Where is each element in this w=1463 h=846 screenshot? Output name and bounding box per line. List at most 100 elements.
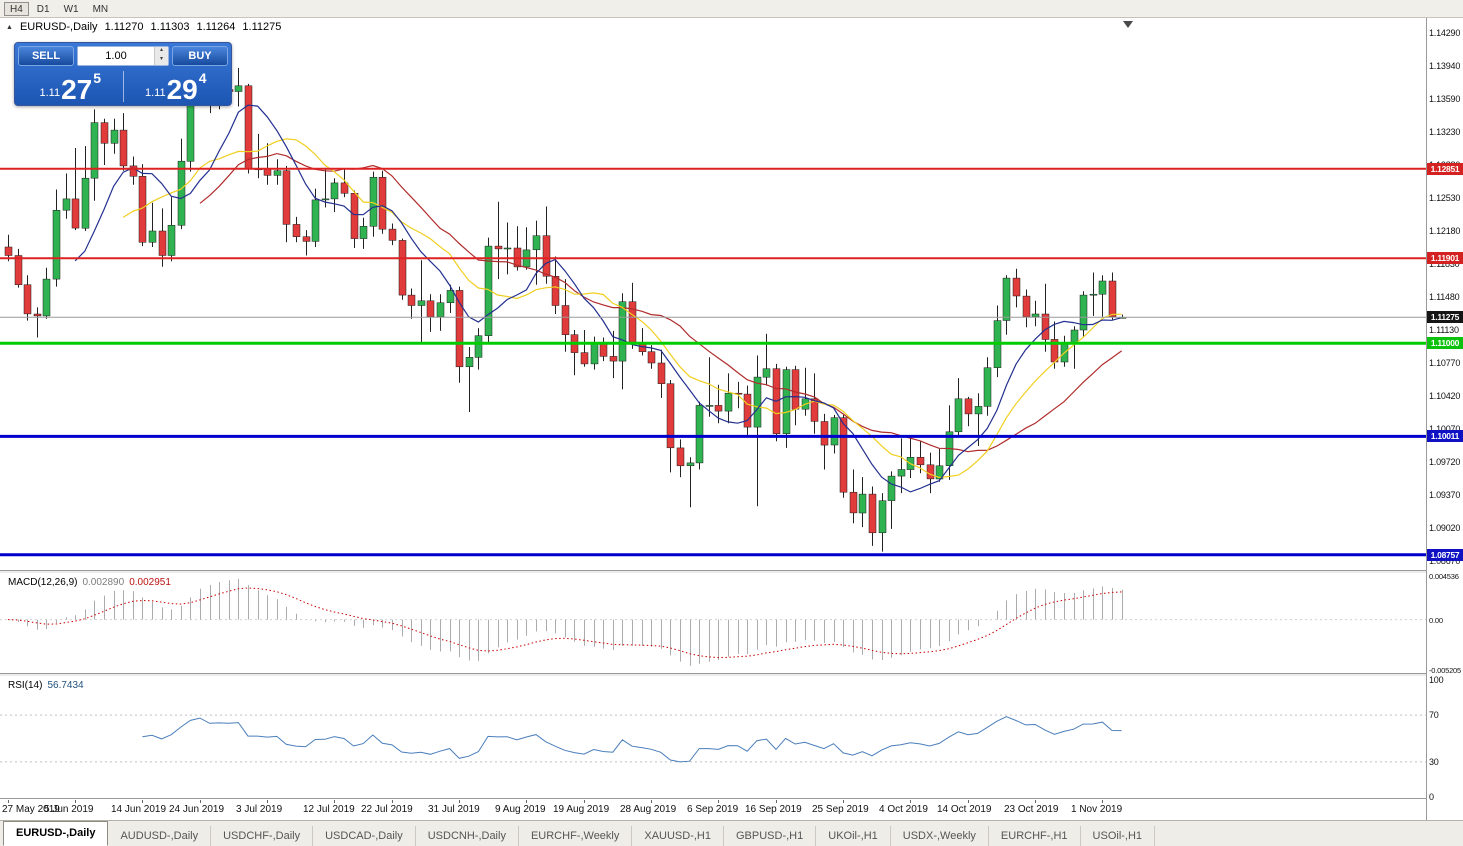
time-axis-tick (968, 800, 969, 803)
price-axis-tick: 1.11480 (1429, 292, 1460, 302)
timeframe-button-w1[interactable]: W1 (58, 2, 85, 16)
macd-axis-tick: -0.005205 (1429, 666, 1461, 675)
time-axis-tick (142, 800, 143, 803)
chart-tab[interactable]: EURCHF-,H1 (989, 826, 1081, 846)
sma-13-line (122, 138, 1122, 479)
time-axis[interactable]: 27 May 2019 5 Jun 2019 14 Jun 2019 24 Jun 2… (0, 798, 1426, 820)
chart-shift-marker-icon[interactable] (1123, 21, 1133, 28)
time-axis-tick (75, 800, 76, 803)
time-axis-label: 3 Jul 2019 (236, 804, 283, 815)
volume-input-group: ▴ ▾ (77, 46, 169, 66)
rsi-line (142, 716, 1122, 763)
time-axis-tick (334, 800, 335, 803)
time-axis-label: 25 Sep 2019 (812, 804, 869, 815)
horizontal-lines[interactable] (0, 167, 1426, 557)
time-axis-tick (200, 800, 201, 803)
price-axis-tick: 1.13940 (1429, 61, 1461, 71)
time-axis-tick (392, 800, 393, 803)
price-axis-tick: 1.10770 (1429, 358, 1461, 368)
chart-tab[interactable]: EURUSD-,Daily (3, 821, 109, 846)
time-axis-label: 23 Oct 2019 (1004, 804, 1059, 815)
price-axis-tick: 1.10420 (1429, 391, 1461, 401)
price-axis-tick: 1.09020 (1429, 523, 1461, 533)
price-tag: 1.08757 (1427, 549, 1463, 561)
time-axis-label: 27 May 2019 (2, 804, 60, 815)
one-click-trading-panel: SELL ▴ ▾ BUY 1.11 27 5 1.11 (14, 42, 232, 106)
time-axis-tick (584, 800, 585, 803)
price-axis-tick: 1.14290 (1429, 28, 1461, 38)
macd-name: MACD(12,26,9) (8, 577, 78, 588)
panel-splitter[interactable] (0, 570, 1463, 573)
volume-increase-icon[interactable]: ▴ (155, 47, 168, 56)
price-axis-tick: 1.10070 (1429, 424, 1461, 434)
time-axis-tick (267, 800, 268, 803)
chart-tab[interactable]: AUDUSD-,Daily (108, 826, 212, 846)
time-axis-label: 28 Aug 2019 (620, 804, 677, 815)
price-axis-tick: 1.09720 (1429, 457, 1461, 467)
chart-tab[interactable]: UKOil-,H1 (816, 826, 891, 846)
time-axis-label: 4 Oct 2019 (879, 804, 928, 815)
rsi-name: RSI(14) (8, 680, 43, 691)
rsi-indicator-panel[interactable] (0, 676, 1426, 798)
rsi-axis-tick: 70 (1429, 710, 1439, 720)
price-tag: 1.11901 (1427, 252, 1463, 264)
price-tag: 1.10011 (1427, 430, 1463, 442)
time-axis-tick (843, 800, 844, 803)
sell-price-display[interactable]: 1.11 27 5 (18, 68, 123, 105)
ohlc-high: 1.11303 (150, 21, 190, 33)
chart-tab[interactable]: USDX-,Weekly (891, 826, 989, 846)
chart-tab[interactable]: USDCNH-,Daily (416, 826, 519, 846)
macd-indicator-panel[interactable] (0, 573, 1426, 673)
time-axis-tick (1035, 800, 1036, 803)
time-axis-label: 22 Jul 2019 (361, 804, 413, 815)
time-axis-label: 12 Jul 2019 (303, 804, 355, 815)
price-axis-tick: 1.09370 (1429, 490, 1461, 500)
price-axis-tick: 1.13230 (1429, 127, 1461, 137)
price-axis[interactable]: 1.142901.139401.135901.132301.128801.125… (1426, 18, 1463, 820)
sell-button[interactable]: SELL (18, 46, 74, 66)
chart-tab[interactable]: GBPUSD-,H1 (724, 826, 817, 846)
time-axis-tick (718, 800, 719, 803)
time-axis-label: 6 Sep 2019 (687, 804, 739, 815)
buy-price-display[interactable]: 1.11 29 4 (124, 68, 229, 105)
chart-tab[interactable]: XAUUSD-,H1 (632, 826, 724, 846)
chart-tabs-bar: EURUSD-,Daily AUDUSD-,Daily USDCHF-,Daily U… (0, 820, 1463, 846)
timeframe-button-d1[interactable]: D1 (31, 2, 56, 16)
buy-price-pips: 29 (166, 74, 198, 105)
time-axis-tick (8, 800, 9, 803)
buy-button[interactable]: BUY (172, 46, 228, 66)
sell-price-point: 5 (93, 70, 102, 86)
price-tag: 1.12851 (1427, 163, 1463, 175)
volume-decrease-icon[interactable]: ▾ (155, 56, 168, 65)
time-axis-tick (651, 800, 652, 803)
chart-tab[interactable]: USOil-,H1 (1081, 826, 1156, 846)
panel-splitter[interactable] (0, 673, 1463, 676)
time-axis-label: 19 Aug 2019 (553, 804, 610, 815)
rsi-axis-tick: 30 (1429, 757, 1439, 767)
volume-input[interactable] (78, 47, 154, 65)
price-axis-tick: 1.12530 (1429, 193, 1461, 203)
price-axis-tick: 1.11130 (1429, 325, 1459, 335)
timeframe-button-h4[interactable]: H4 (4, 1, 29, 16)
macd-axis-tick: 0.004536 (1429, 572, 1459, 581)
one-click-collapse-icon[interactable]: ▲ (6, 23, 13, 31)
chart-tab[interactable]: EURCHF-,Weekly (519, 826, 633, 846)
time-axis-tick (776, 800, 777, 803)
ohlc-open: 1.11270 (104, 21, 144, 33)
rsi-label: RSI(14) 56.7434 (8, 680, 84, 691)
timeframe-button-mn[interactable]: MN (87, 2, 115, 16)
time-axis-tick (459, 800, 460, 803)
chart-tab[interactable]: USDCHF-,Daily (211, 826, 314, 846)
main-price-chart[interactable] (0, 18, 1426, 570)
candlestick-series (4, 49, 1127, 552)
time-axis-tick (1102, 800, 1103, 803)
time-axis-tick (910, 800, 911, 803)
timeframe-toolbar: H4 D1 W1 MN (0, 0, 1463, 18)
price-axis-tick: 1.12180 (1429, 226, 1461, 236)
rsi-axis-tick: 100 (1429, 675, 1444, 685)
sma-8-line (74, 104, 1122, 493)
time-axis-label: 14 Oct 2019 (937, 804, 992, 815)
chart-tab[interactable]: USDCAD-,Daily (313, 826, 416, 846)
sell-price-base: 1.11 (39, 87, 61, 99)
